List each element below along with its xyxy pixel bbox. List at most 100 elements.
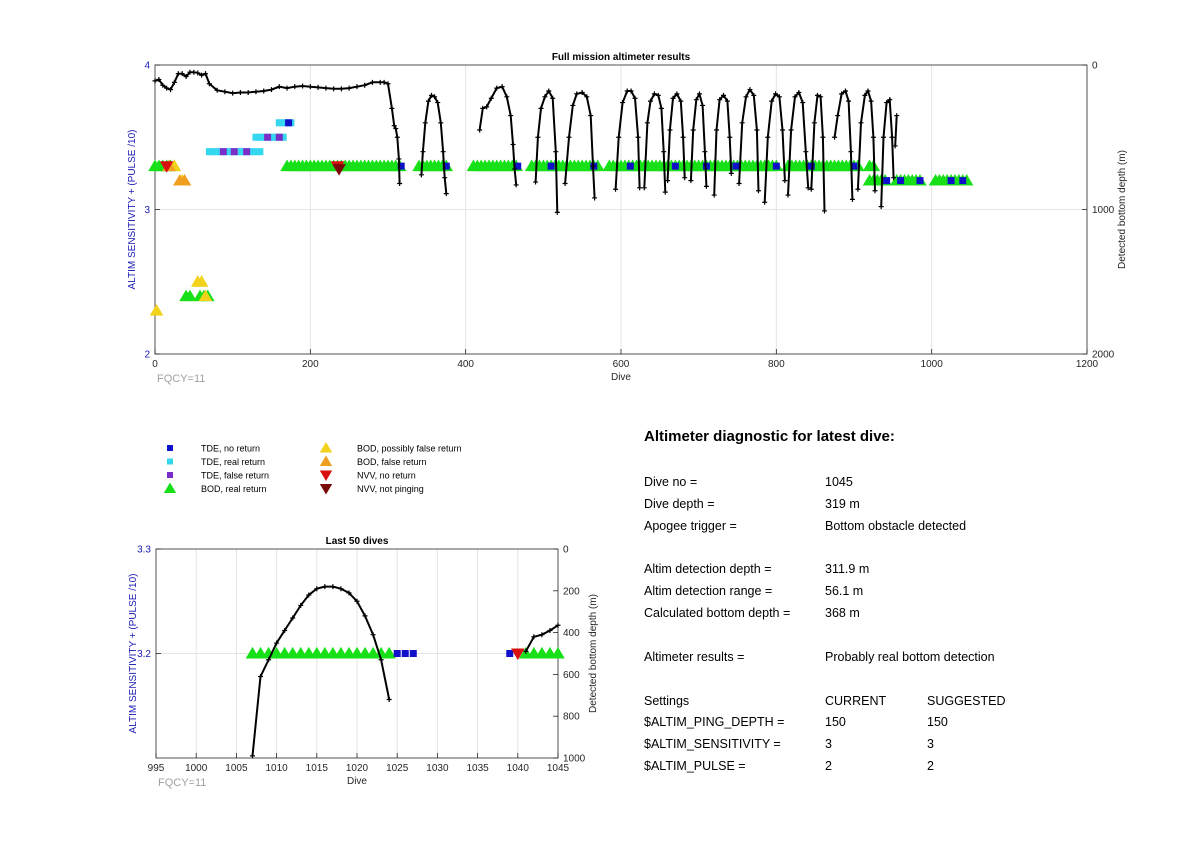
legend-label: TDE, no return (201, 444, 260, 454)
depth-point (389, 105, 395, 111)
depth-point (811, 120, 817, 126)
tde-real-return-marker (256, 133, 264, 141)
depth-point (865, 88, 871, 94)
results-value: Probably real bottom detection (825, 650, 995, 664)
x-tick-label: 1015 (306, 763, 329, 774)
tde-no-return-marker (732, 162, 740, 170)
tde-false-return-marker (264, 133, 272, 141)
depth-point (688, 178, 694, 184)
depth-line (534, 89, 559, 213)
depth-point (199, 72, 205, 78)
depth-point (805, 185, 811, 191)
calc-bottom-label: Calculated bottom depth = (644, 606, 791, 620)
tde-no-return-marker (442, 162, 450, 170)
x-axis-label: Dive (611, 372, 631, 383)
depth-point (554, 209, 560, 215)
depth-point (290, 615, 296, 621)
depth-point (696, 91, 702, 97)
y-right-axis-label: Detected bottom depth (m) (588, 594, 599, 713)
depth-point (550, 95, 556, 101)
depth-point (488, 95, 494, 101)
depth-point (298, 602, 304, 608)
depth-point (385, 81, 391, 87)
depth-point (538, 105, 544, 111)
depth-point (579, 89, 585, 95)
depth-point (754, 127, 760, 133)
tde-no-return-marker (807, 162, 815, 170)
depth-point (803, 149, 809, 155)
bod-possibly-false-marker (198, 289, 213, 302)
depth-point (391, 123, 397, 129)
apogee-label: Apogee trigger = (644, 519, 737, 533)
tde-no-return-marker (506, 650, 514, 657)
depth-point (574, 91, 580, 97)
det-depth-value: 311.9 m (825, 562, 870, 576)
depth-point (513, 182, 519, 188)
depth-point (510, 141, 516, 147)
depth-point (195, 70, 201, 76)
depth-point (721, 92, 727, 98)
tde-no-return-marker (397, 162, 405, 170)
depth-point (773, 91, 779, 97)
depth-point (477, 127, 483, 133)
tde-real-return-marker (252, 133, 260, 141)
y-right-tick-label: 200 (563, 586, 580, 597)
legend-marker (319, 442, 333, 453)
tde-real-return-marker (279, 133, 287, 141)
depth-point (616, 134, 622, 140)
x-tick-label: 1000 (921, 359, 944, 370)
depth-point (266, 657, 272, 663)
tde-real-return-marker (236, 148, 244, 156)
tde-real-return-marker (271, 133, 279, 141)
depth-point (418, 172, 424, 178)
tde-real-return-marker (268, 133, 275, 141)
y-right-tick-label: 2000 (1092, 350, 1115, 361)
fqcy-note: FQCY=11 (158, 777, 206, 789)
depth-point (878, 204, 884, 210)
depth-point (443, 191, 449, 197)
depth-point (164, 85, 170, 91)
depth-point (499, 84, 505, 90)
x-tick-label: 1025 (386, 763, 409, 774)
depth-point (249, 753, 255, 759)
depth-point (680, 134, 686, 140)
y-right-tick-label: 0 (1092, 61, 1098, 72)
tde-real-return-marker (260, 133, 268, 141)
depth-point (635, 134, 641, 140)
depth-line (880, 97, 895, 207)
depth-line (251, 585, 391, 757)
depth-point (855, 186, 861, 192)
depth-point (820, 134, 826, 140)
det-depth-label: Altim detection depth = (644, 562, 772, 576)
depth-point (547, 628, 553, 634)
depth-point (539, 632, 545, 638)
y-right-tick-label: 400 (563, 628, 580, 639)
tde-no-return-marker (671, 162, 679, 170)
depth-point (214, 87, 220, 93)
depth-point (872, 188, 878, 194)
depth-point (276, 84, 282, 90)
depth-point (369, 79, 375, 85)
tde-real-return-marker (252, 148, 260, 156)
depth-line (763, 92, 786, 203)
bod-real-return-marker (382, 646, 396, 659)
tde-no-return-marker (285, 119, 293, 127)
y-left-tick-label: 3 (144, 205, 150, 216)
legend-label: BOD, false return (357, 457, 427, 467)
depth-point (693, 97, 699, 103)
depth-point (258, 673, 264, 679)
depth-point (662, 189, 668, 195)
depth-point (152, 78, 158, 84)
legend-marker (163, 482, 177, 493)
results-label: Altimeter results = (644, 650, 745, 664)
depth-point (222, 89, 228, 95)
depth-line (787, 90, 810, 196)
depth-point (858, 120, 864, 126)
legend-marker (167, 458, 173, 465)
depth-point (397, 180, 403, 186)
depth-point (884, 100, 890, 106)
depth-point (494, 85, 500, 91)
depth-point (588, 113, 594, 119)
tde-no-return-marker (897, 177, 905, 185)
x-tick-label: 1000 (185, 763, 208, 774)
